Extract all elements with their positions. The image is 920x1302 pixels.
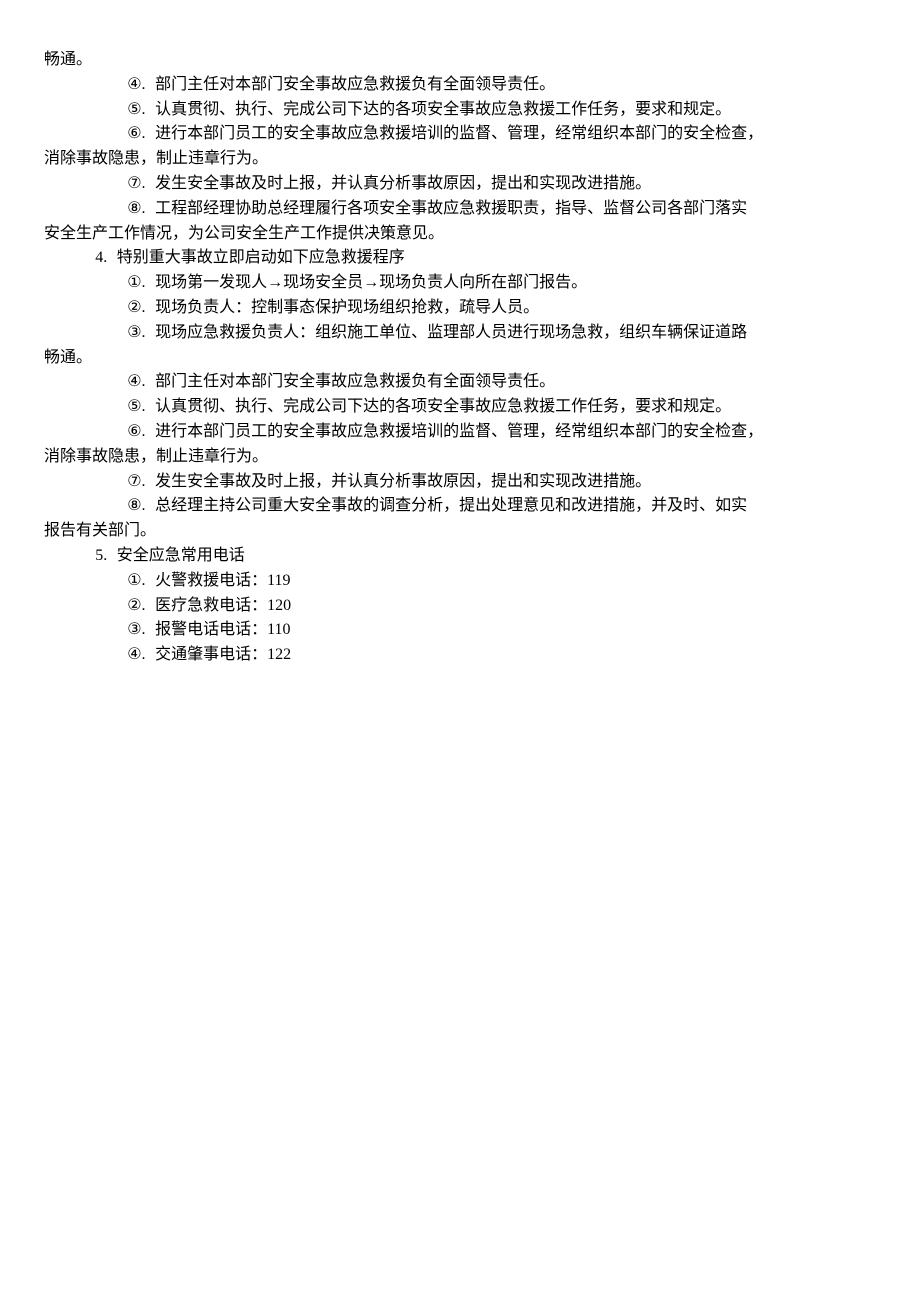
line-text: 发生安全事故及时上报，并认真分析事故原因，提出和实现改进措施。 [155,473,651,490]
line: 报告有关部门。 [44,519,876,544]
line-text: 医疗急救电话：120 [155,597,291,614]
line: ④. 部门主任对本部门安全事故应急救援负有全面领导责任。 [44,73,876,98]
line: ⑥. 进行本部门员工的安全事故应急救援培训的监督、管理，经常组织本部门的安全检查， [44,122,876,147]
list-marker: ⑧. [127,497,145,514]
line: ①. 火警救援电话：119 [44,569,876,594]
line-text: 现场第一发现人→现场安全员→现场负责人向所在部门报告。 [155,274,587,291]
line-text: 畅通。 [44,349,92,366]
line-text: 火警救援电话：119 [155,572,290,589]
line: ②. 现场负责人：控制事态保护现场组织抢救，疏导人员。 [44,296,876,321]
line-text: 安全应急常用电话 [117,547,245,564]
line: 畅通。 [44,346,876,371]
list-marker: ⑧. [127,200,145,217]
list-marker: ⑦. [127,473,145,490]
list-marker: ⑦. [127,175,145,192]
line: 安全生产工作情况，为公司安全生产工作提供决策意见。 [44,222,876,247]
line: ②. 医疗急救电话：120 [44,594,876,619]
line: 消除事故隐患，制止违章行为。 [44,445,876,470]
list-marker: ③. [127,324,145,341]
list-marker: ④. [127,646,145,663]
list-marker: ⑤. [127,398,145,415]
line: ①. 现场第一发现人→现场安全员→现场负责人向所在部门报告。 [44,271,876,296]
line-text: 交通肇事电话：122 [155,646,291,663]
list-marker: 4. [95,249,107,266]
line-text: 总经理主持公司重大安全事故的调查分析，提出处理意见和改进措施，并及时、如实 [155,497,747,514]
list-marker: ⑥. [127,423,145,440]
line: ③. 现场应急救援负责人：组织施工单位、监理部人员进行现场急救，组织车辆保证道路 [44,321,876,346]
line-text: 工程部经理协助总经理履行各项安全事故应急救援职责，指导、监督公司各部门落实 [155,200,747,217]
line: ⑦. 发生安全事故及时上报，并认真分析事故原因，提出和实现改进措施。 [44,470,876,495]
line-text: 认真贯彻、执行、完成公司下达的各项安全事故应急救援工作任务，要求和规定。 [155,101,731,118]
line-text: 报告有关部门。 [44,522,156,539]
line-text: 特别重大事故立即启动如下应急救援程序 [117,249,405,266]
list-marker: 5. [95,547,107,564]
line: 5. 安全应急常用电话 [44,544,876,569]
document-body: 畅通。 ④. 部门主任对本部门安全事故应急救援负有全面领导责任。 ⑤. 认真贯彻、执行、… [44,48,876,668]
list-marker: ④. [127,373,145,390]
line: ③. 报警电话电话：110 [44,618,876,643]
line-text: 发生安全事故及时上报，并认真分析事故原因，提出和实现改进措施。 [155,175,651,192]
line: 畅通。 [44,48,876,73]
line-text: 安全生产工作情况，为公司安全生产工作提供决策意见。 [44,225,444,242]
list-marker: ①. [127,572,145,589]
line: ⑦. 发生安全事故及时上报，并认真分析事故原因，提出和实现改进措施。 [44,172,876,197]
line-text: 部门主任对本部门安全事故应急救援负有全面领导责任。 [155,76,555,93]
list-marker: ⑥. [127,125,145,142]
list-marker: ②. [127,597,145,614]
line: ⑧. 工程部经理协助总经理履行各项安全事故应急救援职责，指导、监督公司各部门落实 [44,197,876,222]
line-text: 进行本部门员工的安全事故应急救援培训的监督、管理，经常组织本部门的安全检查， [155,125,763,142]
line: 消除事故隐患，制止违章行为。 [44,147,876,172]
line-text: 现场应急救援负责人：组织施工单位、监理部人员进行现场急救，组织车辆保证道路 [155,324,747,341]
line-text: 畅通。 [44,51,92,68]
line: ④. 交通肇事电话：122 [44,643,876,668]
list-marker: ②. [127,299,145,316]
list-marker: ⑤. [127,101,145,118]
list-marker: ③. [127,621,145,638]
line: ⑤. 认真贯彻、执行、完成公司下达的各项安全事故应急救援工作任务，要求和规定。 [44,98,876,123]
list-marker: ④. [127,76,145,93]
line: ⑤. 认真贯彻、执行、完成公司下达的各项安全事故应急救援工作任务，要求和规定。 [44,395,876,420]
line-text: 部门主任对本部门安全事故应急救援负有全面领导责任。 [155,373,555,390]
line: ④. 部门主任对本部门安全事故应急救援负有全面领导责任。 [44,370,876,395]
list-marker: ①. [127,274,145,291]
line-text: 现场负责人：控制事态保护现场组织抢救，疏导人员。 [155,299,539,316]
line-text: 认真贯彻、执行、完成公司下达的各项安全事故应急救援工作任务，要求和规定。 [155,398,731,415]
line: 4. 特别重大事故立即启动如下应急救援程序 [44,246,876,271]
line-text: 消除事故隐患，制止违章行为。 [44,150,268,167]
line-text: 进行本部门员工的安全事故应急救援培训的监督、管理，经常组织本部门的安全检查， [155,423,763,440]
line-text: 消除事故隐患，制止违章行为。 [44,448,268,465]
line: ⑥. 进行本部门员工的安全事故应急救援培训的监督、管理，经常组织本部门的安全检查， [44,420,876,445]
line: ⑧. 总经理主持公司重大安全事故的调查分析，提出处理意见和改进措施，并及时、如实 [44,494,876,519]
line-text: 报警电话电话：110 [155,621,290,638]
